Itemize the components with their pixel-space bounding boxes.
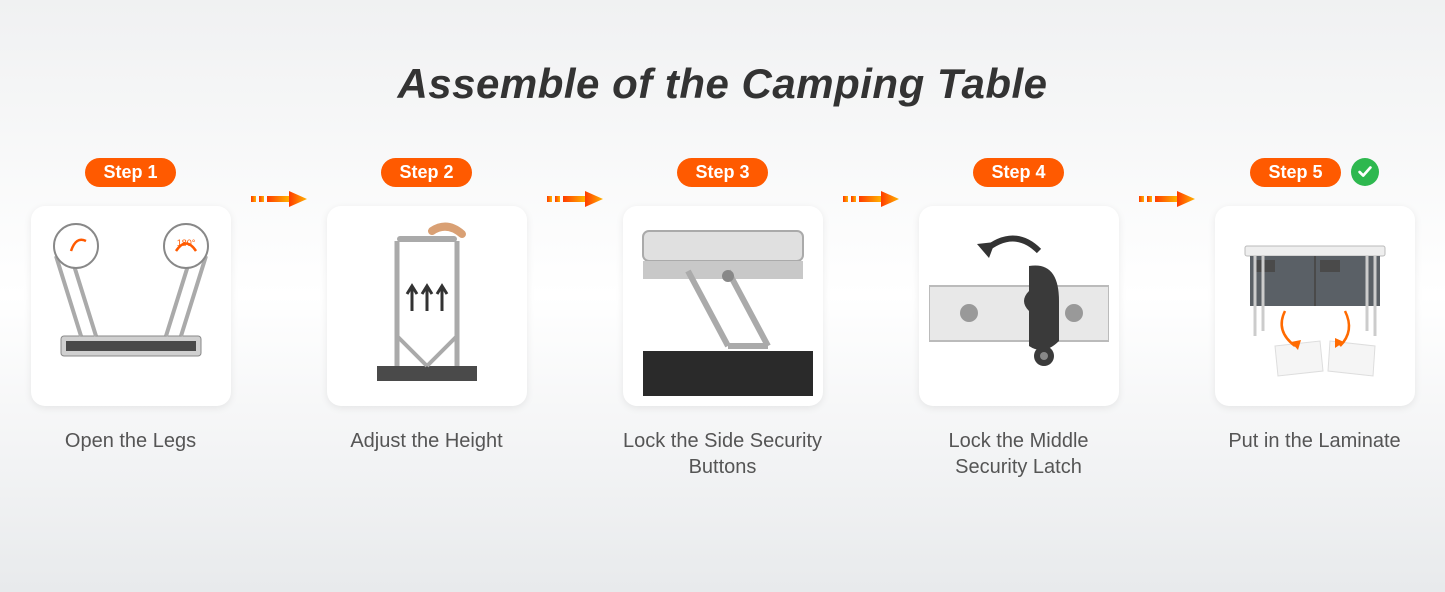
arrow-icon — [1137, 189, 1197, 209]
step-5-badge-wrap: Step 5 — [1250, 156, 1378, 188]
step-1-caption: Open the Legs — [65, 428, 196, 480]
steps-row: Step 1 180° Open the Legs — [0, 156, 1445, 480]
adjust-height-icon — [337, 216, 517, 396]
step-3-image — [623, 206, 823, 406]
arrow-3 — [841, 183, 901, 215]
step-2: Step 2 Adjust the Height — [327, 156, 527, 480]
step-3-badge: Step 3 — [677, 158, 767, 187]
lock-side-icon — [633, 216, 813, 396]
step-2-caption: Adjust the Height — [350, 428, 502, 480]
arrow-1 — [249, 183, 309, 215]
arrow-icon — [249, 189, 309, 209]
check-icon — [1351, 158, 1379, 186]
step-5: Step 5 Pu — [1215, 156, 1415, 480]
step-4-badge: Step 4 — [973, 158, 1063, 187]
lock-middle-icon — [929, 216, 1109, 396]
arrow-2 — [545, 183, 605, 215]
open-legs-icon: 180° — [41, 216, 221, 396]
arrow-icon — [545, 189, 605, 209]
step-4-image — [919, 206, 1119, 406]
step-4-caption: Lock the Middle Security Latch — [919, 428, 1119, 480]
step-1: Step 1 180° Open the Legs — [31, 156, 231, 480]
step-2-badge: Step 2 — [381, 158, 471, 187]
arrow-4 — [1137, 183, 1197, 215]
step-4: Step 4 Lock the Middle Security Latch — [919, 156, 1119, 480]
step-5-image — [1215, 206, 1415, 406]
put-laminate-icon — [1225, 216, 1405, 396]
step-3-caption: Lock the Side Security Buttons — [623, 428, 823, 480]
step-1-badge-wrap: Step 1 — [85, 156, 175, 188]
step-2-image — [327, 206, 527, 406]
step-4-badge-wrap: Step 4 — [973, 156, 1063, 188]
step-1-image: 180° — [31, 206, 231, 406]
page-title: Assemble of the Camping Table — [0, 0, 1445, 108]
step-3-badge-wrap: Step 3 — [677, 156, 767, 188]
step-5-badge: Step 5 — [1250, 158, 1340, 187]
step-1-badge: Step 1 — [85, 158, 175, 187]
step-2-badge-wrap: Step 2 — [381, 156, 471, 188]
step-3: Step 3 Lock the Side Security Buttons — [623, 156, 823, 480]
step-5-caption: Put in the Laminate — [1228, 428, 1400, 480]
arrow-icon — [841, 189, 901, 209]
